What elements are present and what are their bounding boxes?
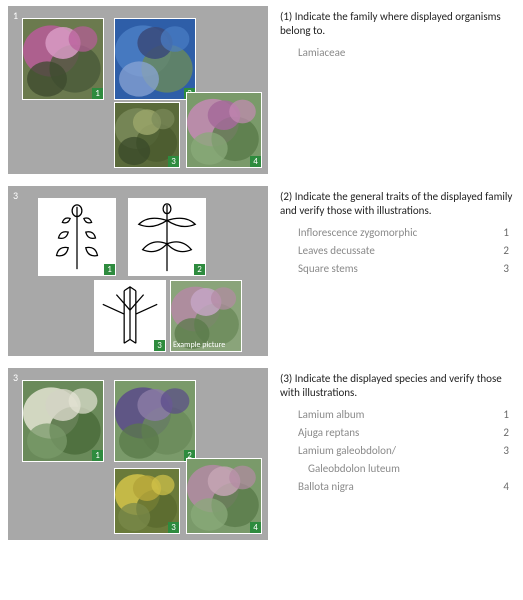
answer-text: Ajuga reptans (298, 426, 491, 439)
answer-number: 1 (497, 408, 509, 421)
image-panel: 3 1 2 3 4 (8, 368, 268, 540)
content-row: 3 1 2 (0, 180, 523, 362)
example-label: Example picture (173, 340, 225, 350)
answer-text: Leaves decussate (298, 244, 491, 257)
image-panel: 3 1 2 (8, 186, 268, 356)
answer-row: Ballota nigra 4 (280, 480, 515, 493)
answer-text: Lamium galeobdolon/ (298, 444, 491, 457)
content-row: 3 1 2 3 4 (3) Indicate the displayed spec… (0, 362, 523, 546)
thumb-badge: 3 (168, 522, 179, 533)
thumbnail: 4 (186, 92, 262, 168)
thumbnail: 3 (94, 280, 166, 352)
answer-row: Inflorescence zygomorphic 1 (280, 226, 515, 239)
thumbnail: 1 (38, 198, 116, 276)
answer-number: 1 (497, 226, 509, 239)
text-column: (2) Indicate the general traits of the d… (280, 186, 515, 356)
thumb-badge: 4 (250, 522, 261, 533)
answer-row: Lamium album 1 (280, 408, 515, 421)
answer-row: Lamium galeobdolon/3 (280, 444, 515, 457)
answer-row: Lamiaceae (280, 46, 515, 59)
thumbnail: 1 (22, 18, 104, 100)
panel-label: 1 (13, 9, 18, 22)
panel-label: 3 (13, 371, 18, 384)
text-column: (1) Indicate the family where displayed … (280, 6, 515, 174)
thumb-badge: 3 (154, 340, 165, 351)
question-text: (3) Indicate the displayed species and v… (280, 372, 515, 400)
thumbnail: 1 (22, 380, 104, 462)
thumbnail: 2 (114, 18, 196, 100)
question-text: (2) Indicate the general traits of the d… (280, 190, 515, 218)
answer-text: Lamium album (298, 408, 491, 421)
thumbnail: 4 (186, 458, 262, 534)
answer-row: Leaves decussate 2 (280, 244, 515, 257)
thumbnail: 3 (114, 468, 180, 534)
content-row: 1 1 2 3 4 (1) Indicate the family where d… (0, 0, 523, 180)
thumb-badge: 4 (250, 156, 261, 167)
answer-text: Lamiaceae (298, 46, 491, 59)
thumb-badge: 2 (194, 264, 205, 275)
question-text: (1) Indicate the family where displayed … (280, 10, 515, 38)
text-column: (3) Indicate the displayed species and v… (280, 368, 515, 540)
thumb-badge: 3 (168, 156, 179, 167)
answer-row: Square stems 3 (280, 262, 515, 275)
thumbnail: Example picture (170, 280, 242, 352)
answer-number: 3 (497, 444, 509, 457)
answer-number: 3 (497, 262, 509, 275)
thumbnail: 2 (114, 380, 196, 462)
thumb-badge: 1 (92, 450, 103, 461)
answer-text: Galeobdolon luteum (308, 462, 491, 475)
answer-number: 4 (497, 480, 509, 493)
answer-number: 2 (497, 244, 509, 257)
answer-row: Ajuga reptans 2 (280, 426, 515, 439)
answer-text: Inflorescence zygomorphic (298, 226, 491, 239)
answer-text: Ballota nigra (298, 480, 491, 493)
image-panel: 1 1 2 3 4 (8, 6, 268, 174)
answer-row: Galeobdolon luteum (280, 462, 515, 475)
thumbnail: 2 (128, 198, 206, 276)
thumb-badge: 1 (92, 88, 103, 99)
panel-label: 3 (13, 189, 18, 202)
answer-number: 2 (497, 426, 509, 439)
thumb-badge: 1 (104, 264, 115, 275)
thumbnail: 3 (114, 102, 180, 168)
answer-text: Square stems (298, 262, 491, 275)
